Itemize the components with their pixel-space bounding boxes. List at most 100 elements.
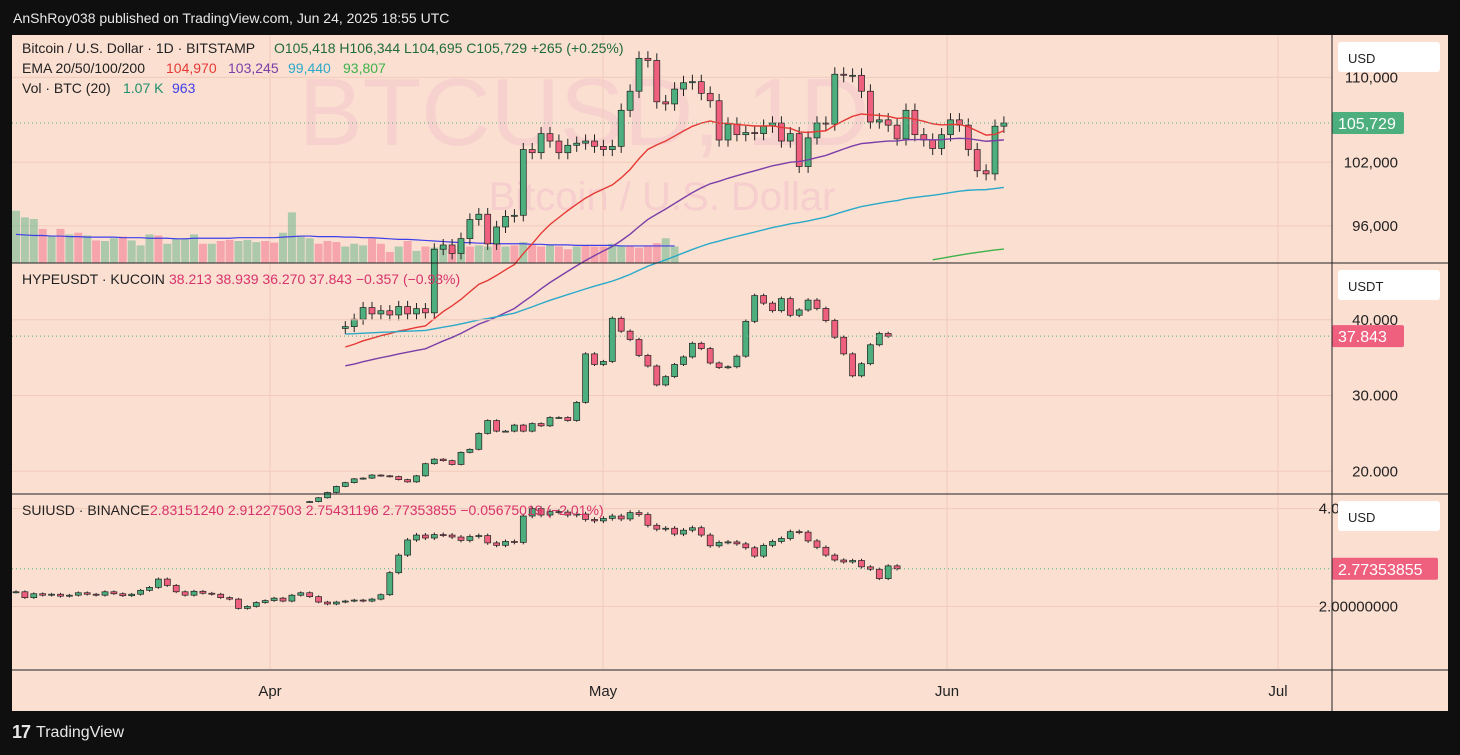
candle-body bbox=[742, 543, 750, 549]
series-title: Bitcoin / U.S. Dollar · 1D · BITSTAMP bbox=[22, 40, 255, 56]
x-tick-label: May bbox=[589, 683, 618, 700]
volume-bar bbox=[296, 235, 305, 263]
candle-body bbox=[359, 599, 367, 602]
volume-bar bbox=[172, 238, 181, 263]
candle-body bbox=[617, 317, 625, 332]
volume-bar bbox=[643, 245, 652, 263]
candle-body bbox=[671, 88, 678, 105]
volume-bar bbox=[243, 239, 252, 263]
y-tick-label: 20.000 bbox=[1352, 463, 1398, 480]
candle-body bbox=[493, 542, 500, 546]
candle-body bbox=[902, 109, 910, 140]
candle-body bbox=[252, 602, 260, 607]
candle-body bbox=[938, 134, 945, 149]
volume-bar bbox=[599, 246, 608, 263]
candle-body bbox=[786, 531, 794, 539]
candle-body bbox=[457, 451, 465, 465]
candle-body bbox=[813, 540, 821, 548]
candle-body bbox=[662, 527, 670, 530]
candle-body bbox=[795, 133, 803, 167]
ema200-line bbox=[932, 248, 1004, 261]
candle-body bbox=[849, 353, 856, 377]
volume-bar bbox=[109, 238, 118, 263]
candle-body bbox=[475, 213, 483, 220]
candle-body bbox=[404, 539, 411, 556]
volume-bar bbox=[207, 243, 216, 263]
vol-legend-name: Vol · BTC (20) bbox=[22, 80, 111, 96]
volume-bar bbox=[83, 235, 92, 263]
currency-badge bbox=[1338, 270, 1440, 300]
candle-body bbox=[119, 593, 127, 597]
tradingview-logo-icon[interactable]: 17 bbox=[12, 722, 31, 742]
chart-area[interactable]: BTCUSD, 1D Bitcoin / U.S. Dollar Apr May Jun… bbox=[12, 35, 1448, 711]
candle-body bbox=[849, 560, 856, 563]
candle-body bbox=[706, 348, 714, 364]
candle-body bbox=[608, 515, 616, 519]
candle-body bbox=[617, 109, 625, 147]
candle-body bbox=[413, 534, 420, 541]
candle-body bbox=[74, 592, 82, 596]
y-tick-label: 102,000 bbox=[1344, 154, 1398, 171]
candle-body bbox=[377, 310, 385, 315]
volume-bar bbox=[92, 240, 101, 263]
currency-badge bbox=[1338, 501, 1440, 531]
volume-bar bbox=[528, 243, 537, 263]
volume-bar bbox=[385, 252, 394, 263]
candle-body bbox=[217, 593, 225, 598]
chart-canvas[interactable]: BTCUSD, 1D Bitcoin / U.S. Dollar Apr May Jun… bbox=[12, 35, 1448, 711]
candle-body bbox=[475, 433, 483, 450]
volume-bar bbox=[635, 247, 643, 263]
candle-body bbox=[172, 585, 180, 593]
last-price-label: 37.843 bbox=[1338, 329, 1387, 346]
candle-body bbox=[573, 142, 581, 146]
currency-badge bbox=[1338, 42, 1440, 72]
volume-bar bbox=[287, 212, 296, 263]
candle-body bbox=[439, 244, 447, 250]
candle-body bbox=[333, 601, 340, 605]
candle-body bbox=[368, 474, 376, 479]
volume-bar bbox=[537, 246, 546, 263]
volume-bar bbox=[341, 246, 350, 263]
candle-body bbox=[528, 508, 536, 517]
candle-body bbox=[413, 308, 420, 315]
candle-body bbox=[439, 458, 447, 462]
volume-bar bbox=[617, 245, 626, 263]
candle-body bbox=[884, 119, 892, 126]
candle-body bbox=[689, 342, 696, 358]
candle-body bbox=[12, 591, 20, 594]
candle-body bbox=[742, 132, 750, 136]
volume-bar bbox=[145, 234, 154, 263]
candle-body bbox=[733, 123, 741, 136]
candle-body bbox=[181, 591, 189, 596]
candle-body bbox=[884, 565, 892, 579]
volume-bar bbox=[118, 236, 127, 263]
candle-body bbox=[644, 57, 652, 61]
candle-body bbox=[155, 578, 162, 588]
candle-body bbox=[57, 593, 64, 597]
volume-bar bbox=[546, 245, 554, 263]
candle-body bbox=[448, 460, 456, 465]
candle-body bbox=[48, 593, 55, 596]
candle-body bbox=[875, 119, 883, 123]
candle-body bbox=[875, 333, 883, 346]
candle-body bbox=[511, 541, 518, 543]
candle-body bbox=[341, 600, 349, 603]
candle-body bbox=[395, 306, 403, 316]
candle-body bbox=[867, 566, 874, 570]
candle-body bbox=[831, 320, 839, 338]
candle-body bbox=[822, 546, 830, 556]
vol-ma-value: 963 bbox=[172, 80, 196, 96]
volume-bar bbox=[359, 245, 368, 263]
candle-body bbox=[893, 124, 901, 140]
candle-body bbox=[778, 298, 785, 312]
ema100-value: 99,440 bbox=[288, 60, 331, 76]
brand-label[interactable]: TradingView bbox=[36, 723, 125, 741]
volume-bar bbox=[74, 232, 83, 263]
candle-body bbox=[146, 587, 153, 591]
candle-body bbox=[840, 73, 848, 76]
volume-bar bbox=[261, 241, 270, 263]
candle-body bbox=[573, 513, 581, 516]
candle-body bbox=[662, 376, 670, 386]
candle-body bbox=[858, 560, 865, 568]
candle-body bbox=[991, 125, 999, 175]
